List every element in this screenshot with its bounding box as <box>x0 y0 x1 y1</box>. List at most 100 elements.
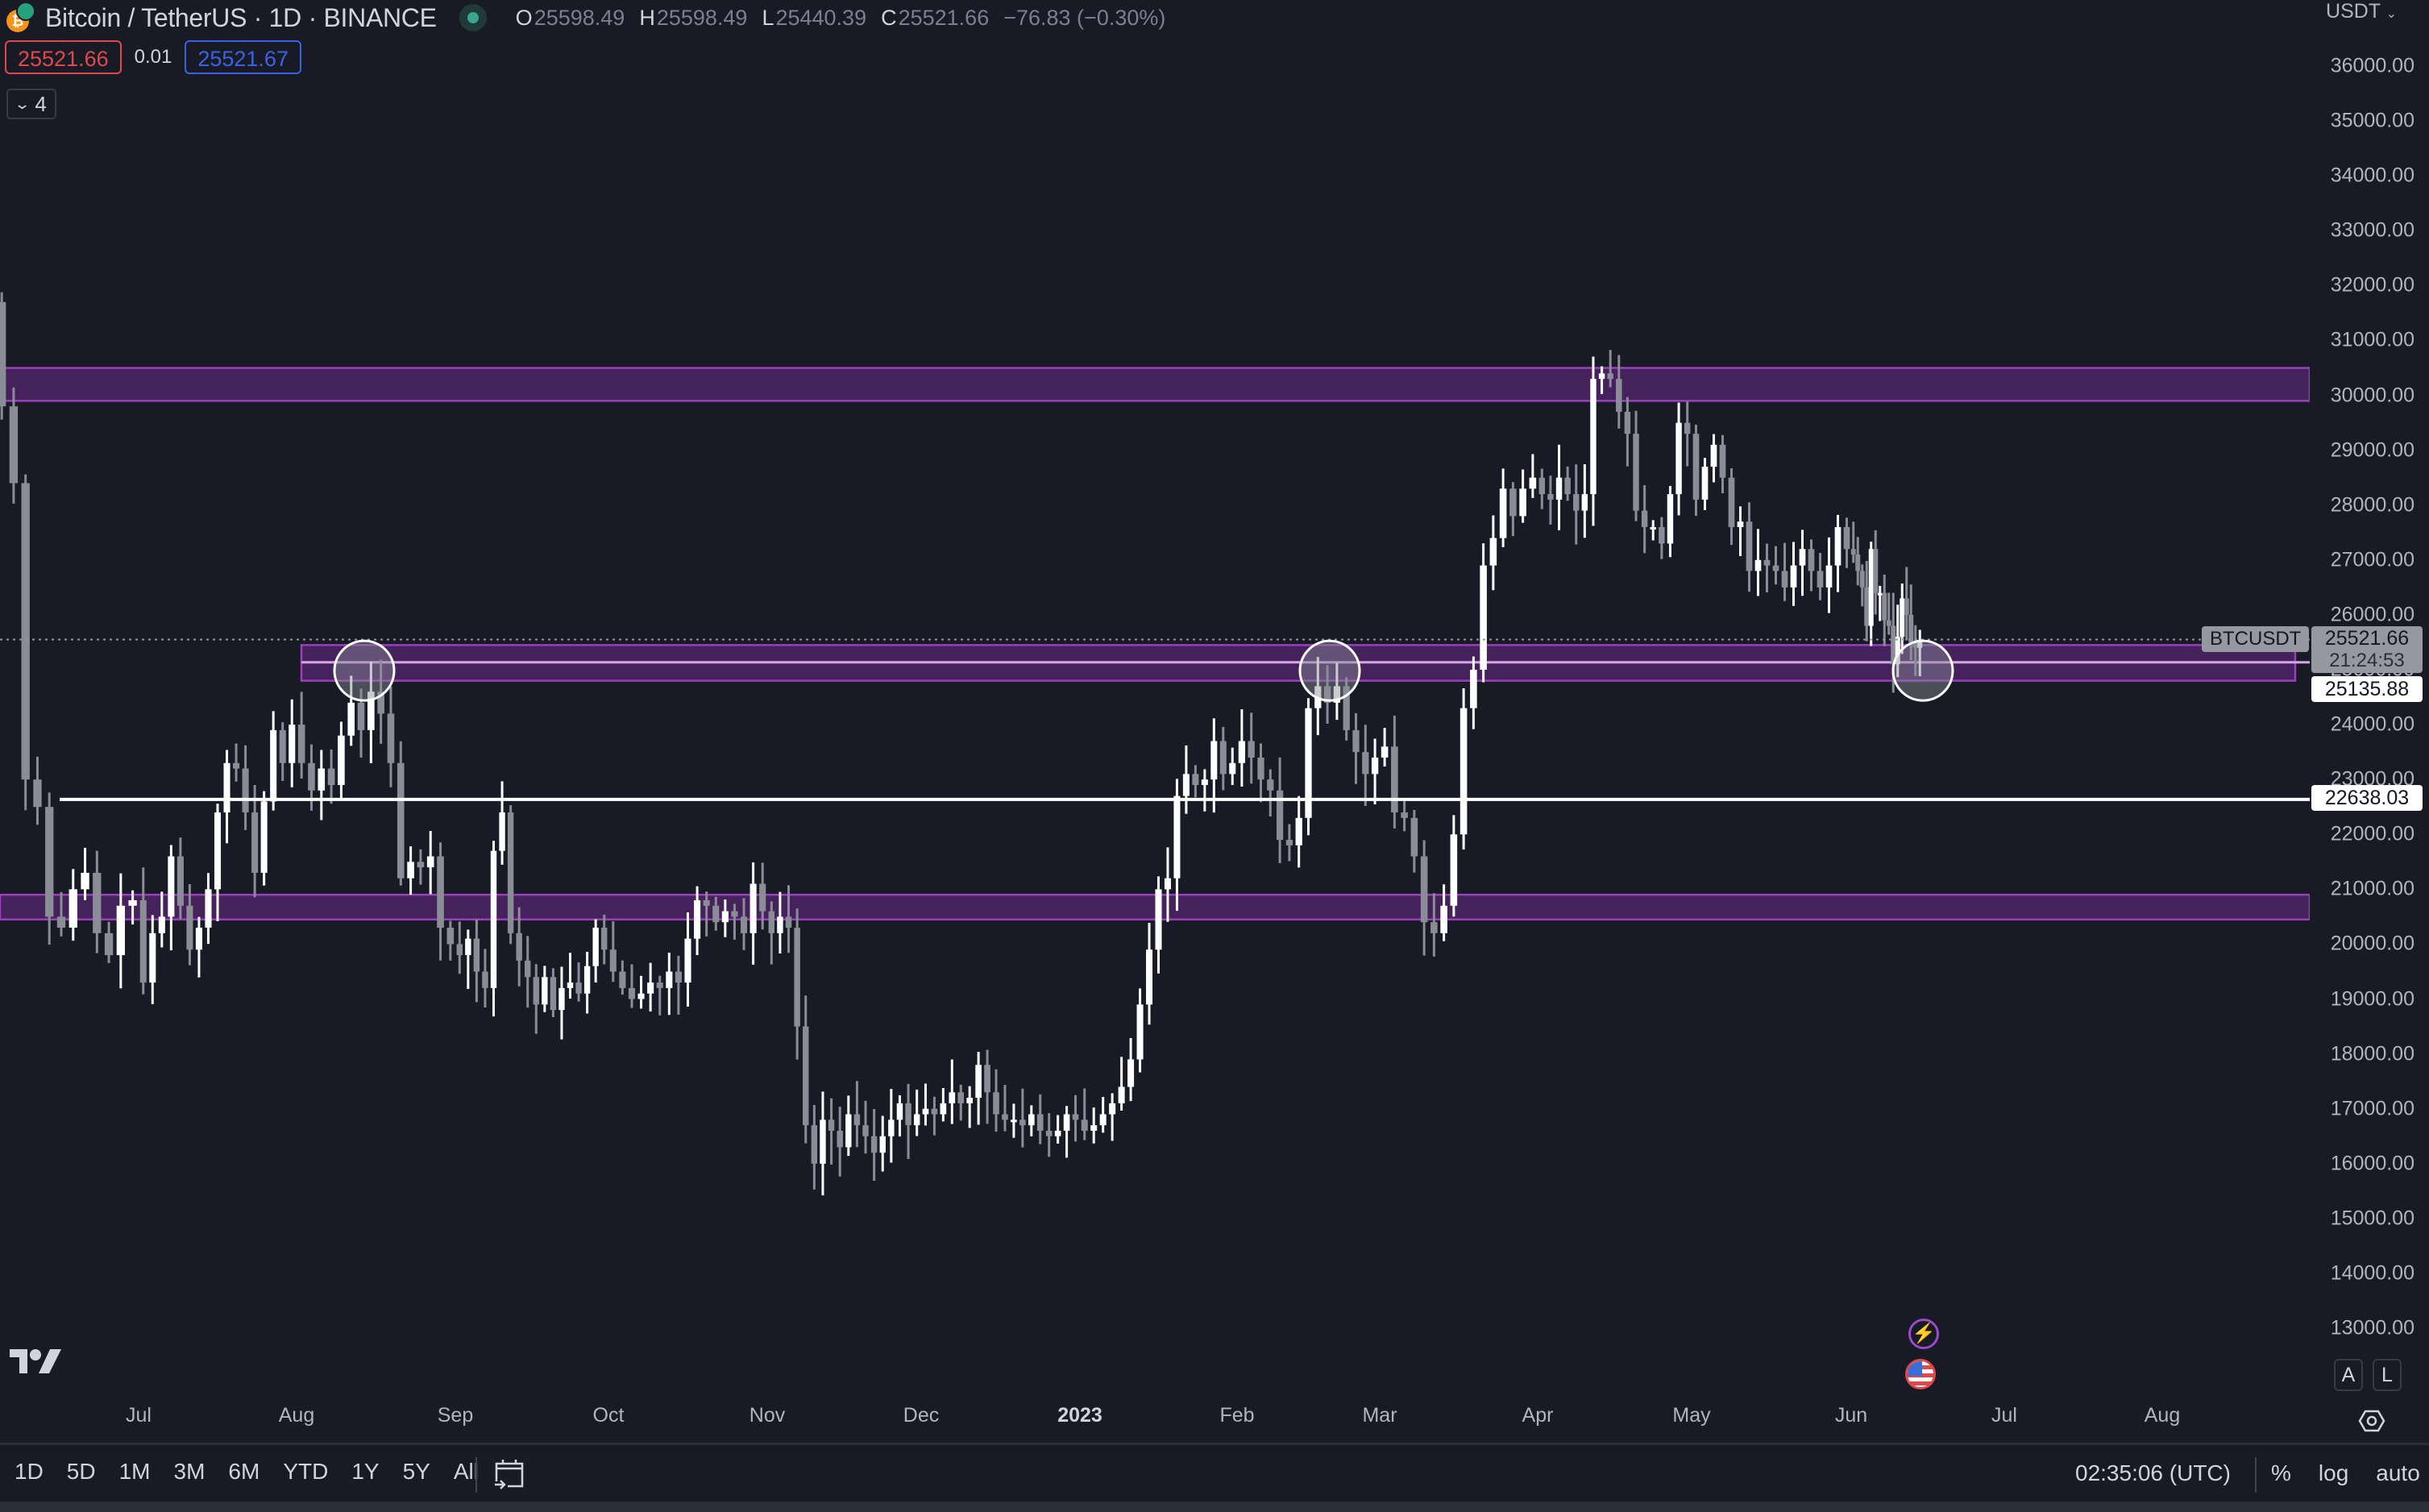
log-scale-button[interactable]: L <box>2373 1359 2402 1391</box>
range-all-button[interactable]: All <box>453 1459 479 1484</box>
candle-body <box>1607 373 1613 380</box>
candle-body <box>694 899 701 939</box>
candle-body <box>1127 1059 1135 1087</box>
candle-body <box>1547 494 1554 500</box>
range-5d-button[interactable]: 5D <box>66 1459 96 1484</box>
price-tick-label: 36000.00 <box>2330 54 2414 77</box>
highlight-circle-drawing[interactable] <box>1298 639 1361 702</box>
time-tick-label: Oct <box>592 1404 625 1427</box>
candle-body <box>1450 834 1458 906</box>
range-1m-button[interactable]: 1M <box>118 1459 151 1484</box>
candle-body <box>785 916 792 928</box>
candle-body <box>1430 922 1438 933</box>
symbol-title[interactable]: Bitcoin / TetherUS · 1D · BINANCE <box>45 2 437 32</box>
chart-plot-area[interactable] <box>0 0 2310 1383</box>
highlight-circle-drawing[interactable] <box>333 639 396 702</box>
log-scale-toggle[interactable]: log <box>2318 1460 2349 1485</box>
highlight-circle-drawing[interactable] <box>1891 639 1954 702</box>
range-ytd-button[interactable]: YTD <box>283 1459 329 1484</box>
auto-scale-toggle[interactable]: auto <box>2376 1460 2420 1485</box>
tradingview-logo-icon[interactable] <box>10 1349 61 1375</box>
candle-body <box>1900 598 1905 638</box>
candle-body <box>1155 889 1162 950</box>
candle-body <box>195 928 202 950</box>
candle-body <box>1650 526 1656 530</box>
candle-body <box>567 982 574 988</box>
range-1y-button[interactable]: 1Y <box>351 1459 380 1484</box>
candle-body <box>811 1125 818 1164</box>
buy-button[interactable]: 25521.67 <box>185 40 301 74</box>
candle-body <box>1343 686 1350 730</box>
candle-body <box>1763 559 1771 566</box>
candle-body <box>45 807 54 917</box>
candle-body <box>116 905 126 956</box>
chart-settings-gear-icon[interactable] <box>2358 1407 2385 1435</box>
auto-scale-button[interactable]: A <box>2334 1359 2363 1391</box>
price-tick-label: 29000.00 <box>2330 438 2414 462</box>
lightning-event-icon[interactable]: ⚡ <box>1908 1319 1939 1349</box>
price-tick-label: 26000.00 <box>2330 603 2414 626</box>
candle-body <box>1701 467 1709 500</box>
candle-body <box>583 966 591 994</box>
candle-body <box>1641 510 1648 527</box>
price-zone-rectangle[interactable] <box>0 367 2310 402</box>
candle-body <box>1864 587 1870 626</box>
sell-button[interactable]: 25521.66 <box>5 40 122 74</box>
price-tick-label: 35000.00 <box>2330 109 2414 132</box>
price-axis[interactable]: USDT ⌄ 36000.00 35000.00 34000.00 33000.00 3… <box>2310 0 2429 1383</box>
range-5y-button[interactable]: 5Y <box>402 1459 430 1484</box>
indicators-toggle-button[interactable]: ⌄ 4 <box>6 89 56 119</box>
candle-body <box>104 933 114 956</box>
candle-body <box>426 856 434 868</box>
candle-body <box>1808 549 1815 571</box>
range-6m-button[interactable]: 6M <box>228 1459 260 1484</box>
chevron-down-icon: ⌄ <box>14 95 31 112</box>
candle-body <box>1229 762 1236 775</box>
candle-body <box>1136 1004 1144 1060</box>
candle-body <box>81 872 89 890</box>
range-1d-button[interactable]: 1D <box>15 1459 44 1484</box>
candle-body <box>149 933 156 983</box>
currency-select[interactable]: USDT ⌄ <box>2326 0 2397 23</box>
low-value: 25440.39 <box>775 5 867 30</box>
price-tick-label: 34000.00 <box>2330 164 2414 187</box>
bottom-panel-handle[interactable] <box>0 1502 2429 1512</box>
time-tick-label: Dec <box>903 1404 940 1427</box>
candle-body <box>1868 549 1874 626</box>
candle-body <box>437 856 444 928</box>
candle-body <box>1146 949 1153 1005</box>
symbol-legend: ₿ Bitcoin / TetherUS · 1D · BINANCE O255… <box>6 2 1165 34</box>
candle-body <box>1019 1119 1026 1126</box>
us-flag-event-icon[interactable] <box>1905 1359 1936 1389</box>
candle-body <box>609 949 617 972</box>
price-tick-label: 32000.00 <box>2330 273 2414 297</box>
percent-scale-toggle[interactable]: % <box>2271 1460 2291 1485</box>
candle-body <box>308 762 315 791</box>
price-tick-label: 27000.00 <box>2330 548 2414 571</box>
candlestick-chart[interactable] <box>0 0 2310 1383</box>
candle-body <box>1201 779 1208 785</box>
date-range-buttons: 1D 5D 1M 3M 6M YTD 1Y 5Y All <box>15 1459 502 1485</box>
candle-body <box>940 1103 947 1115</box>
candle-body <box>347 702 355 736</box>
candle-body <box>533 977 539 1005</box>
candle-body <box>647 982 654 994</box>
utc-clock[interactable]: 02:35:06 (UTC) <box>2075 1460 2231 1485</box>
candle-body <box>1090 1125 1098 1131</box>
candle-body <box>1598 373 1605 380</box>
candle-body <box>33 779 42 808</box>
candle-body <box>1790 565 1797 588</box>
candle-body <box>592 928 599 966</box>
price-zone-rectangle[interactable] <box>0 893 2310 921</box>
go-to-date-calendar-icon[interactable] <box>493 1457 525 1489</box>
candle-body <box>260 801 268 873</box>
range-3m-button[interactable]: 3M <box>173 1459 206 1484</box>
candle-body <box>214 812 222 890</box>
candle-body <box>1692 434 1700 500</box>
candle-body <box>656 982 663 988</box>
candle-body <box>675 971 682 983</box>
candle-body <box>1624 411 1631 434</box>
candle-body <box>666 971 673 988</box>
candle-body <box>896 1103 903 1120</box>
